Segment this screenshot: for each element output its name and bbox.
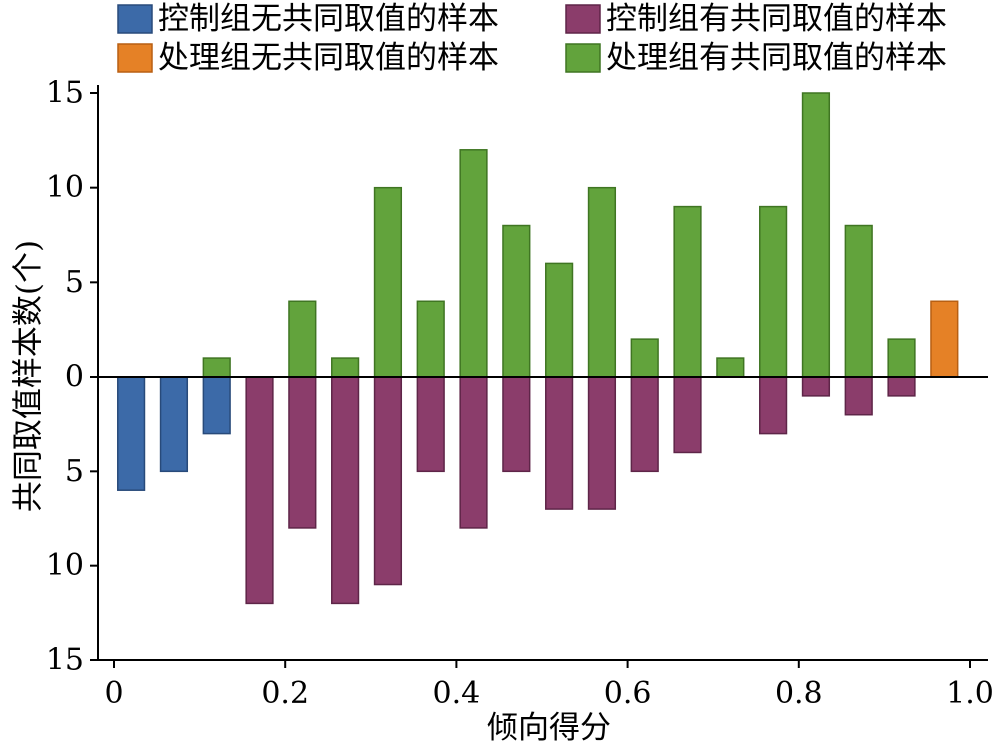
bar-series-3-5 <box>459 149 488 378</box>
legend-item-0: 控制组无共同取值的样本 <box>117 1 499 37</box>
bar-series-3-6 <box>502 224 531 378</box>
legend-swatch-1 <box>565 4 601 34</box>
bar-series-3-12 <box>759 205 788 378</box>
bar-series-3-3 <box>373 186 403 378</box>
bar-series-3-8 <box>587 186 617 378</box>
bar-series-3-1 <box>288 300 317 378</box>
y-tick-label-bottom-0: 5 <box>65 454 84 489</box>
bar-series-2-0 <box>930 300 959 378</box>
bar-series-1-1 <box>288 376 317 529</box>
legend-item-2: 处理组无共同取值的样本 <box>117 40 499 76</box>
x-tick-label-0: 0 <box>104 676 123 711</box>
bar-group <box>117 92 959 605</box>
y-tick-label-bottom-1: 10 <box>46 548 84 583</box>
y-tick-label-top-3: 15 <box>46 76 84 111</box>
y-tick-label-top-0: 0 <box>65 360 84 395</box>
legend-swatch-0 <box>117 4 153 34</box>
bar-series-1-4 <box>416 376 445 473</box>
x-tick-label-1: 0.2 <box>261 676 309 711</box>
bar-series-1-7 <box>545 376 574 510</box>
axes: 0 5 10 15 5 10 15 0 0.2 0.4 0.6 0.8 1.0 <box>46 76 994 712</box>
bar-series-0-2 <box>202 376 231 435</box>
bar-series-1-2 <box>331 376 360 605</box>
legend-swatch-2 <box>117 43 153 73</box>
bar-series-0-1 <box>159 376 189 473</box>
x-tick-label-4: 0.8 <box>775 676 823 711</box>
y-axis-label: 共同取值样本数(个) <box>11 240 47 512</box>
legend-item-1: 控制组有共同取值的样本 <box>565 1 947 37</box>
bar-series-3-7 <box>545 262 574 378</box>
bar-series-1-5 <box>459 376 488 529</box>
x-tick-label-5: 1.0 <box>946 676 994 711</box>
legend-label-2: 处理组无共同取值的样本 <box>158 40 499 76</box>
bar-series-3-10 <box>673 205 702 378</box>
bar-series-1-10 <box>673 376 702 454</box>
bar-series-1-9 <box>630 376 659 473</box>
bar-series-3-2 <box>331 357 360 378</box>
bar-series-3-14 <box>844 224 873 378</box>
bar-series-3-4 <box>416 300 445 378</box>
x-tick-label-3: 0.6 <box>604 676 652 711</box>
y-tick-label-top-2: 10 <box>46 170 84 205</box>
bar-series-1-6 <box>502 376 531 473</box>
bar-series-1-3 <box>373 376 403 586</box>
bar-series-1-0 <box>245 376 274 605</box>
bar-series-1-11 <box>759 376 788 435</box>
bar-series-3-11 <box>716 357 745 378</box>
bar-series-1-8 <box>587 376 617 510</box>
bar-series-3-0 <box>202 357 231 378</box>
legend-item-3: 处理组有共同取值的样本 <box>565 40 947 76</box>
bar-series-3-13 <box>801 92 831 378</box>
bar-series-0-0 <box>117 376 146 491</box>
y-tick-label-top-1: 5 <box>65 265 84 300</box>
y-tick-label-bottom-2: 15 <box>46 643 84 678</box>
legend-label-1: 控制组有共同取值的样本 <box>606 1 947 37</box>
legend-label-3: 处理组有共同取值的样本 <box>606 40 947 76</box>
legend-label-0: 控制组无共同取值的样本 <box>158 1 499 37</box>
x-tick-label-2: 0.4 <box>433 676 481 711</box>
bar-series-3-15 <box>887 338 916 378</box>
x-axis-label: 倾向得分 <box>487 710 611 746</box>
bar-series-3-9 <box>630 338 659 378</box>
bar-series-1-12 <box>801 376 831 397</box>
bar-series-1-13 <box>844 376 873 416</box>
legend-swatch-3 <box>565 43 601 73</box>
bar-series-1-14 <box>887 376 916 397</box>
